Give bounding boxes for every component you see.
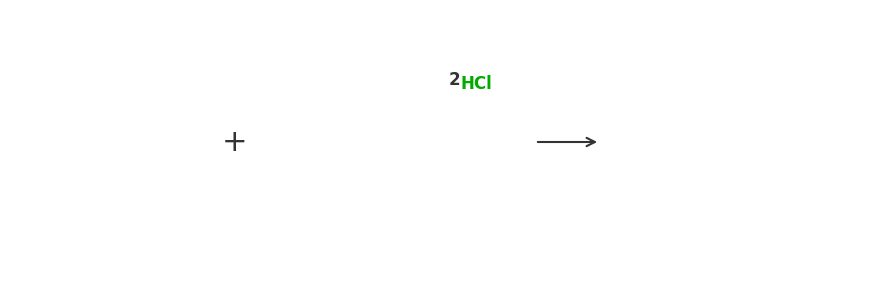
Text: +: + [222,128,248,156]
Text: 2: 2 [448,71,460,89]
Text: HCl: HCl [461,75,493,93]
